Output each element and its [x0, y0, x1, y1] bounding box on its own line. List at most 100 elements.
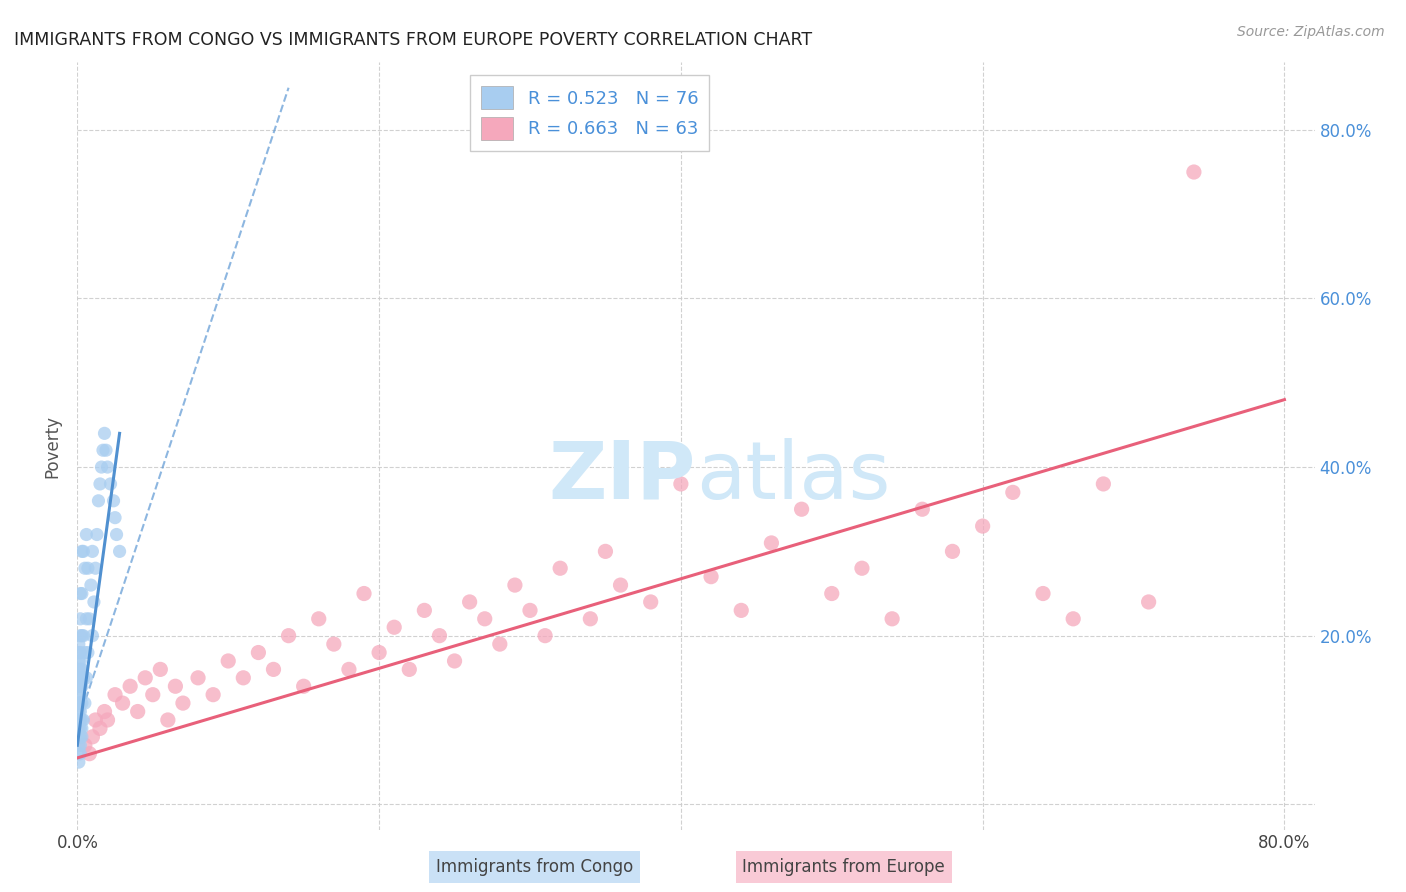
- Point: [790, 502, 813, 516]
- Point: [882, 612, 904, 626]
- Point: [67, 679, 90, 693]
- Point: [80, 578, 103, 592]
- Text: IMMIGRANTS FROM CONGO VS IMMIGRANTS FROM EUROPE POVERTY CORRELATION CHART: IMMIGRANTS FROM CONGO VS IMMIGRANTS FROM…: [14, 31, 813, 49]
- Point: [108, 544, 131, 558]
- Point: [70, 586, 93, 600]
- Point: [519, 603, 541, 617]
- Point: [149, 662, 172, 676]
- Point: [69, 730, 91, 744]
- Point: [353, 586, 375, 600]
- Point: [79, 747, 101, 761]
- Point: [93, 705, 115, 719]
- Legend: R = 0.523   N = 76, R = 0.663   N = 63: R = 0.523 N = 76, R = 0.663 N = 63: [470, 75, 709, 151]
- Point: [67, 654, 90, 668]
- Text: Immigrants from Europe: Immigrants from Europe: [742, 858, 945, 876]
- Point: [103, 493, 125, 508]
- Point: [548, 561, 571, 575]
- Point: [72, 671, 94, 685]
- Point: [761, 536, 783, 550]
- Point: [322, 637, 344, 651]
- Point: [96, 460, 118, 475]
- Point: [1092, 477, 1115, 491]
- Point: [70, 544, 93, 558]
- Point: [187, 671, 209, 685]
- Point: [72, 629, 94, 643]
- Point: [84, 561, 107, 575]
- Point: [127, 705, 149, 719]
- Point: [111, 696, 134, 710]
- Point: [69, 747, 91, 761]
- Point: [77, 646, 100, 660]
- Point: [217, 654, 239, 668]
- Point: [70, 713, 93, 727]
- Point: [73, 738, 96, 752]
- Point: [247, 646, 270, 660]
- Point: [120, 679, 142, 693]
- Point: [70, 629, 93, 643]
- Point: [398, 662, 420, 676]
- Point: [91, 443, 114, 458]
- Point: [69, 679, 91, 693]
- Point: [67, 738, 90, 752]
- Point: [69, 688, 91, 702]
- Point: [474, 612, 496, 626]
- Point: [69, 696, 91, 710]
- Point: [75, 612, 97, 626]
- Point: [941, 544, 963, 558]
- Point: [503, 578, 526, 592]
- Point: [100, 477, 122, 491]
- Point: [70, 722, 93, 736]
- Point: [382, 620, 405, 634]
- Point: [72, 713, 94, 727]
- Point: [67, 679, 90, 693]
- Point: [93, 426, 115, 441]
- Point: [70, 730, 93, 744]
- Text: Immigrants from Congo: Immigrants from Congo: [436, 858, 633, 876]
- Text: Source: ZipAtlas.com: Source: ZipAtlas.com: [1237, 25, 1385, 39]
- Text: ZIP: ZIP: [548, 438, 696, 516]
- Point: [67, 722, 90, 736]
- Point: [263, 662, 285, 676]
- Point: [82, 730, 104, 744]
- Point: [94, 443, 117, 458]
- Point: [73, 646, 96, 660]
- Point: [67, 755, 90, 769]
- Point: [87, 493, 110, 508]
- Point: [368, 646, 391, 660]
- Point: [67, 688, 90, 702]
- Point: [202, 688, 225, 702]
- Point: [232, 671, 254, 685]
- Point: [165, 679, 187, 693]
- Point: [89, 722, 111, 736]
- Point: [308, 612, 330, 626]
- Point: [821, 586, 844, 600]
- Point: [67, 747, 90, 761]
- Point: [70, 662, 93, 676]
- Point: [67, 662, 90, 676]
- Point: [84, 713, 107, 727]
- Point: [579, 612, 602, 626]
- Point: [67, 696, 90, 710]
- Point: [69, 646, 91, 660]
- Point: [86, 527, 108, 541]
- Point: [69, 738, 91, 752]
- Point: [1032, 586, 1054, 600]
- Point: [67, 696, 90, 710]
- Point: [69, 612, 91, 626]
- Point: [172, 696, 194, 710]
- Point: [67, 713, 90, 727]
- Point: [104, 688, 127, 702]
- Point: [1062, 612, 1084, 626]
- Point: [700, 569, 723, 583]
- Point: [75, 671, 97, 685]
- Point: [73, 561, 96, 575]
- Point: [730, 603, 752, 617]
- Point: [640, 595, 662, 609]
- Point: [911, 502, 934, 516]
- Point: [89, 477, 111, 491]
- Point: [69, 671, 91, 685]
- Point: [458, 595, 481, 609]
- Point: [1137, 595, 1160, 609]
- Point: [277, 629, 299, 643]
- Point: [70, 696, 93, 710]
